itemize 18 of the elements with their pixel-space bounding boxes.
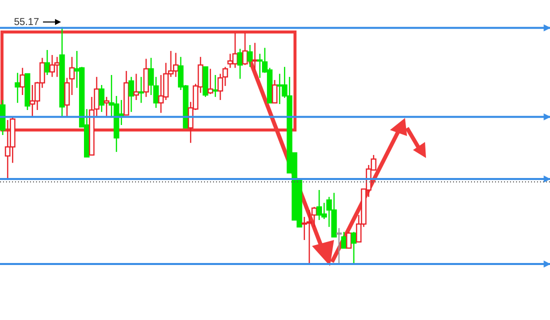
candlestick <box>133 73 140 101</box>
candlestick <box>336 227 342 266</box>
annotation: 55.17 <box>14 17 40 28</box>
candlestick <box>138 76 144 104</box>
candlestick <box>143 58 149 98</box>
candlestick <box>212 74 218 98</box>
candlestick <box>20 67 26 96</box>
candlestick <box>104 96 110 117</box>
candlestick <box>346 231 352 249</box>
candlestick <box>272 79 278 104</box>
candlestick <box>208 68 214 95</box>
candlestick <box>351 231 357 264</box>
candlestick <box>98 84 104 113</box>
candlestick <box>252 42 258 71</box>
candlestick <box>247 44 253 68</box>
candlestick <box>242 32 248 66</box>
candlestick <box>128 76 134 113</box>
candlestick <box>44 49 50 76</box>
